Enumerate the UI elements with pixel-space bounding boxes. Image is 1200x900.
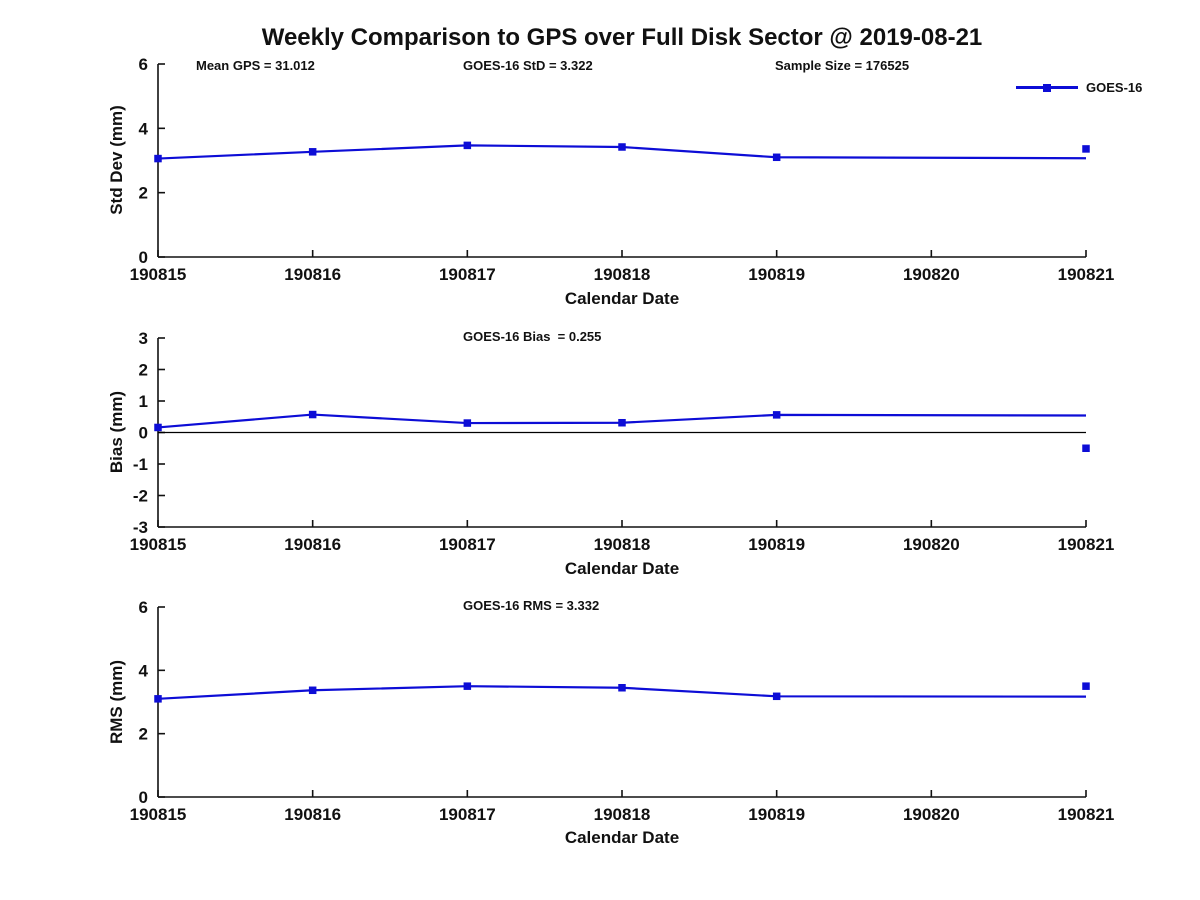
data-marker-GOES-16 [463, 141, 472, 150]
legend-label: GOES-16 [1086, 80, 1143, 95]
y-tick-label: 2 [139, 361, 148, 380]
annotation-sample-size: Sample Size = 176525 [775, 58, 910, 73]
y-tick-label: -3 [133, 518, 148, 537]
x-tick-label: 190821 [1058, 535, 1115, 554]
x-axis-label-calendar-date-1: Calendar Date [564, 289, 680, 308]
data-marker-GOES-16 [1082, 145, 1090, 153]
y-tick-label: -1 [133, 455, 148, 474]
x-tick-label: 190818 [594, 265, 651, 284]
data-line-GOES-16 [157, 685, 1087, 700]
x-tick-label: 190818 [594, 535, 651, 554]
x-axis-label-calendar-date-3: Calendar Date [564, 828, 680, 847]
data-marker-GOES-16 [308, 686, 317, 695]
data-marker-GOES-16 [1082, 444, 1090, 452]
data-marker-GOES-16 [618, 418, 626, 427]
y-tick-label: 0 [139, 424, 148, 443]
y-tick-label: -2 [133, 487, 148, 506]
data-marker-GOES-16 [308, 148, 317, 156]
data-marker-GOES-16 [154, 154, 162, 163]
y-axis-label-std-dev: Std Dev (mm) [107, 105, 126, 215]
y-tick-label: 2 [139, 725, 148, 744]
data-marker-GOES-16 [1082, 682, 1090, 690]
data-marker-GOES-16 [618, 143, 626, 151]
x-tick-label: 190815 [130, 535, 187, 554]
y-tick-label: 0 [139, 248, 148, 267]
x-tick-label: 190821 [1058, 805, 1115, 824]
x-tick-label: 190816 [284, 535, 341, 554]
data-marker-GOES-16 [618, 684, 626, 692]
x-tick-label: 190820 [903, 805, 960, 824]
annotation-goes16-rms: GOES-16 RMS = 3.332 [463, 598, 600, 613]
x-tick-label: 190820 [903, 535, 960, 554]
annotation-goes16-std: GOES-16 StD = 3.322 [463, 58, 593, 73]
y-tick-label: 6 [139, 598, 148, 617]
data-marker-GOES-16 [463, 419, 472, 427]
x-tick-label: 190816 [284, 805, 341, 824]
x-tick-label: 190815 [130, 265, 187, 284]
annotation-mean-gps: Mean GPS = 31.012 [196, 58, 315, 73]
data-marker-GOES-16 [463, 682, 472, 690]
y-tick-label: 3 [139, 329, 148, 348]
data-marker-GOES-16 [308, 410, 317, 419]
x-tick-label: 190819 [748, 265, 805, 284]
x-axis-label-calendar-date-2: Calendar Date [564, 559, 680, 578]
data-marker-GOES-16 [772, 153, 781, 162]
legend: GOES-16 [1016, 80, 1142, 95]
x-tick-label: 190817 [439, 265, 496, 284]
data-marker-GOES-16 [772, 411, 781, 419]
y-tick-label: 2 [139, 184, 148, 203]
annotation-goes16-bias: GOES-16 Bias = 0.255 [463, 329, 602, 344]
data-marker-GOES-16 [154, 423, 162, 432]
x-tick-label: 190820 [903, 265, 960, 284]
y-tick-label: 4 [139, 661, 149, 680]
data-line-GOES-16 [157, 413, 1087, 429]
data-marker-GOES-16 [772, 692, 781, 701]
x-tick-label: 190819 [748, 535, 805, 554]
x-tick-label: 190817 [439, 535, 496, 554]
x-tick-label: 190815 [130, 805, 187, 824]
y-tick-label: 6 [139, 55, 148, 74]
x-tick-label: 190821 [1058, 265, 1115, 284]
data-line-GOES-16 [157, 144, 1087, 160]
y-axis-label-rms: RMS (mm) [107, 659, 126, 745]
legend-line-sample-icon [1016, 83, 1078, 92]
chart-title: Weekly Comparison to GPS over Full Disk … [261, 24, 983, 51]
y-axis-label-bias: Bias (mm) [107, 390, 126, 474]
x-tick-label: 190816 [284, 265, 341, 284]
y-tick-label: 4 [139, 119, 149, 138]
y-tick-label: 0 [139, 788, 148, 807]
x-tick-label: 190818 [594, 805, 651, 824]
x-tick-label: 190819 [748, 805, 805, 824]
y-tick-label: 1 [139, 392, 148, 411]
data-marker-GOES-16 [154, 695, 162, 703]
x-tick-label: 190817 [439, 805, 496, 824]
legend-square-marker-icon [1043, 83, 1051, 92]
